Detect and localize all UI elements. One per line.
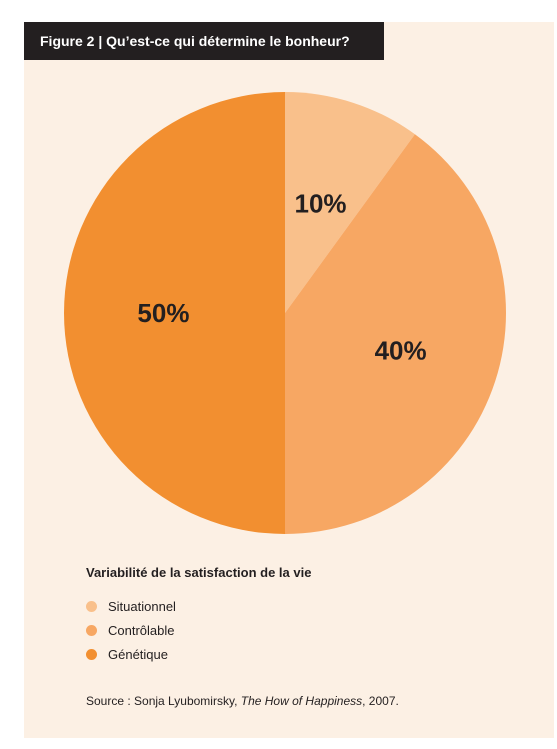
source-prefix: Source : Sonja Lyubomirsky, — [86, 694, 241, 708]
pie-slice-situationnel — [285, 92, 415, 313]
legend-item: Situationnel — [86, 594, 176, 618]
legend-swatch — [86, 648, 97, 660]
legend-swatch — [86, 624, 97, 636]
figure-label: Figure 2 | — [40, 33, 103, 49]
pie-slice-génétique — [64, 92, 285, 534]
legend-label: Génétique — [108, 646, 168, 662]
legend-label: Situationnel — [108, 598, 176, 614]
legend-title: Variabilité de la satisfaction de la vie — [86, 565, 312, 580]
source-note: Source : Sonja Lyubomirsky, The How of H… — [86, 694, 399, 708]
source-work: The How of Happiness — [240, 694, 363, 708]
source-suffix: , 2007. — [362, 694, 399, 708]
slice-label-génétique: 50% — [137, 298, 189, 328]
slice-label-situationnel: 10% — [294, 189, 346, 219]
figure-title-bar: Figure 2 | Qu’est-ce qui détermine le bo… — [24, 22, 384, 60]
pie-slice-contrôlable — [285, 134, 507, 534]
legend: Situationnel Contrôlable Génétique — [86, 594, 176, 666]
slice-label-contrôlable: 40% — [375, 336, 427, 366]
figure-title: Qu’est-ce qui détermine le bonheur? — [106, 33, 350, 49]
legend-swatch — [86, 600, 97, 612]
legend-item: Génétique — [86, 642, 176, 666]
legend-label: Contrôlable — [108, 622, 175, 638]
legend-item: Contrôlable — [86, 618, 176, 642]
